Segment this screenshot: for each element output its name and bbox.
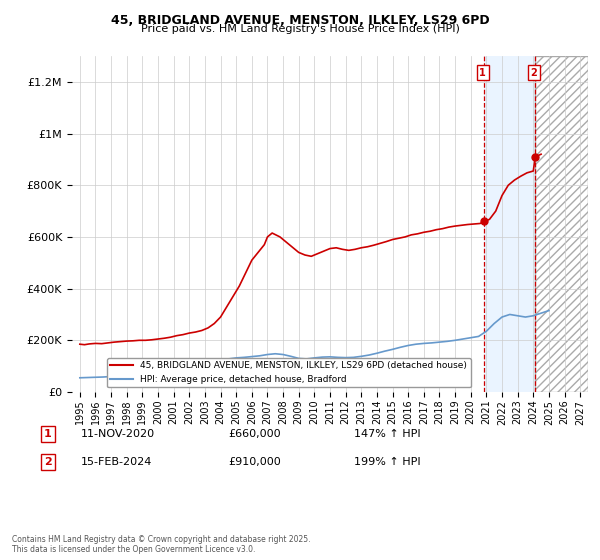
Text: 2: 2 bbox=[44, 457, 52, 467]
Bar bbox=[484, 56, 535, 392]
Text: 45, BRIDGLAND AVENUE, MENSTON, ILKLEY, LS29 6PD: 45, BRIDGLAND AVENUE, MENSTON, ILKLEY, L… bbox=[110, 14, 490, 27]
Text: 11-NOV-2020: 11-NOV-2020 bbox=[81, 429, 155, 439]
Text: 1: 1 bbox=[479, 68, 486, 78]
Text: 147% ↑ HPI: 147% ↑ HPI bbox=[354, 429, 421, 439]
Text: 15-FEB-2024: 15-FEB-2024 bbox=[81, 457, 152, 467]
Text: £660,000: £660,000 bbox=[228, 429, 281, 439]
Text: 1: 1 bbox=[44, 429, 52, 439]
Text: 2: 2 bbox=[530, 68, 537, 78]
Text: 199% ↑ HPI: 199% ↑ HPI bbox=[354, 457, 421, 467]
Text: Price paid vs. HM Land Registry's House Price Index (HPI): Price paid vs. HM Land Registry's House … bbox=[140, 24, 460, 34]
Text: Contains HM Land Registry data © Crown copyright and database right 2025.
This d: Contains HM Land Registry data © Crown c… bbox=[12, 535, 311, 554]
Legend: 45, BRIDGLAND AVENUE, MENSTON, ILKLEY, LS29 6PD (detached house), HPI: Average p: 45, BRIDGLAND AVENUE, MENSTON, ILKLEY, L… bbox=[107, 358, 470, 388]
Bar bbox=[535, 56, 588, 392]
Text: £910,000: £910,000 bbox=[228, 457, 281, 467]
